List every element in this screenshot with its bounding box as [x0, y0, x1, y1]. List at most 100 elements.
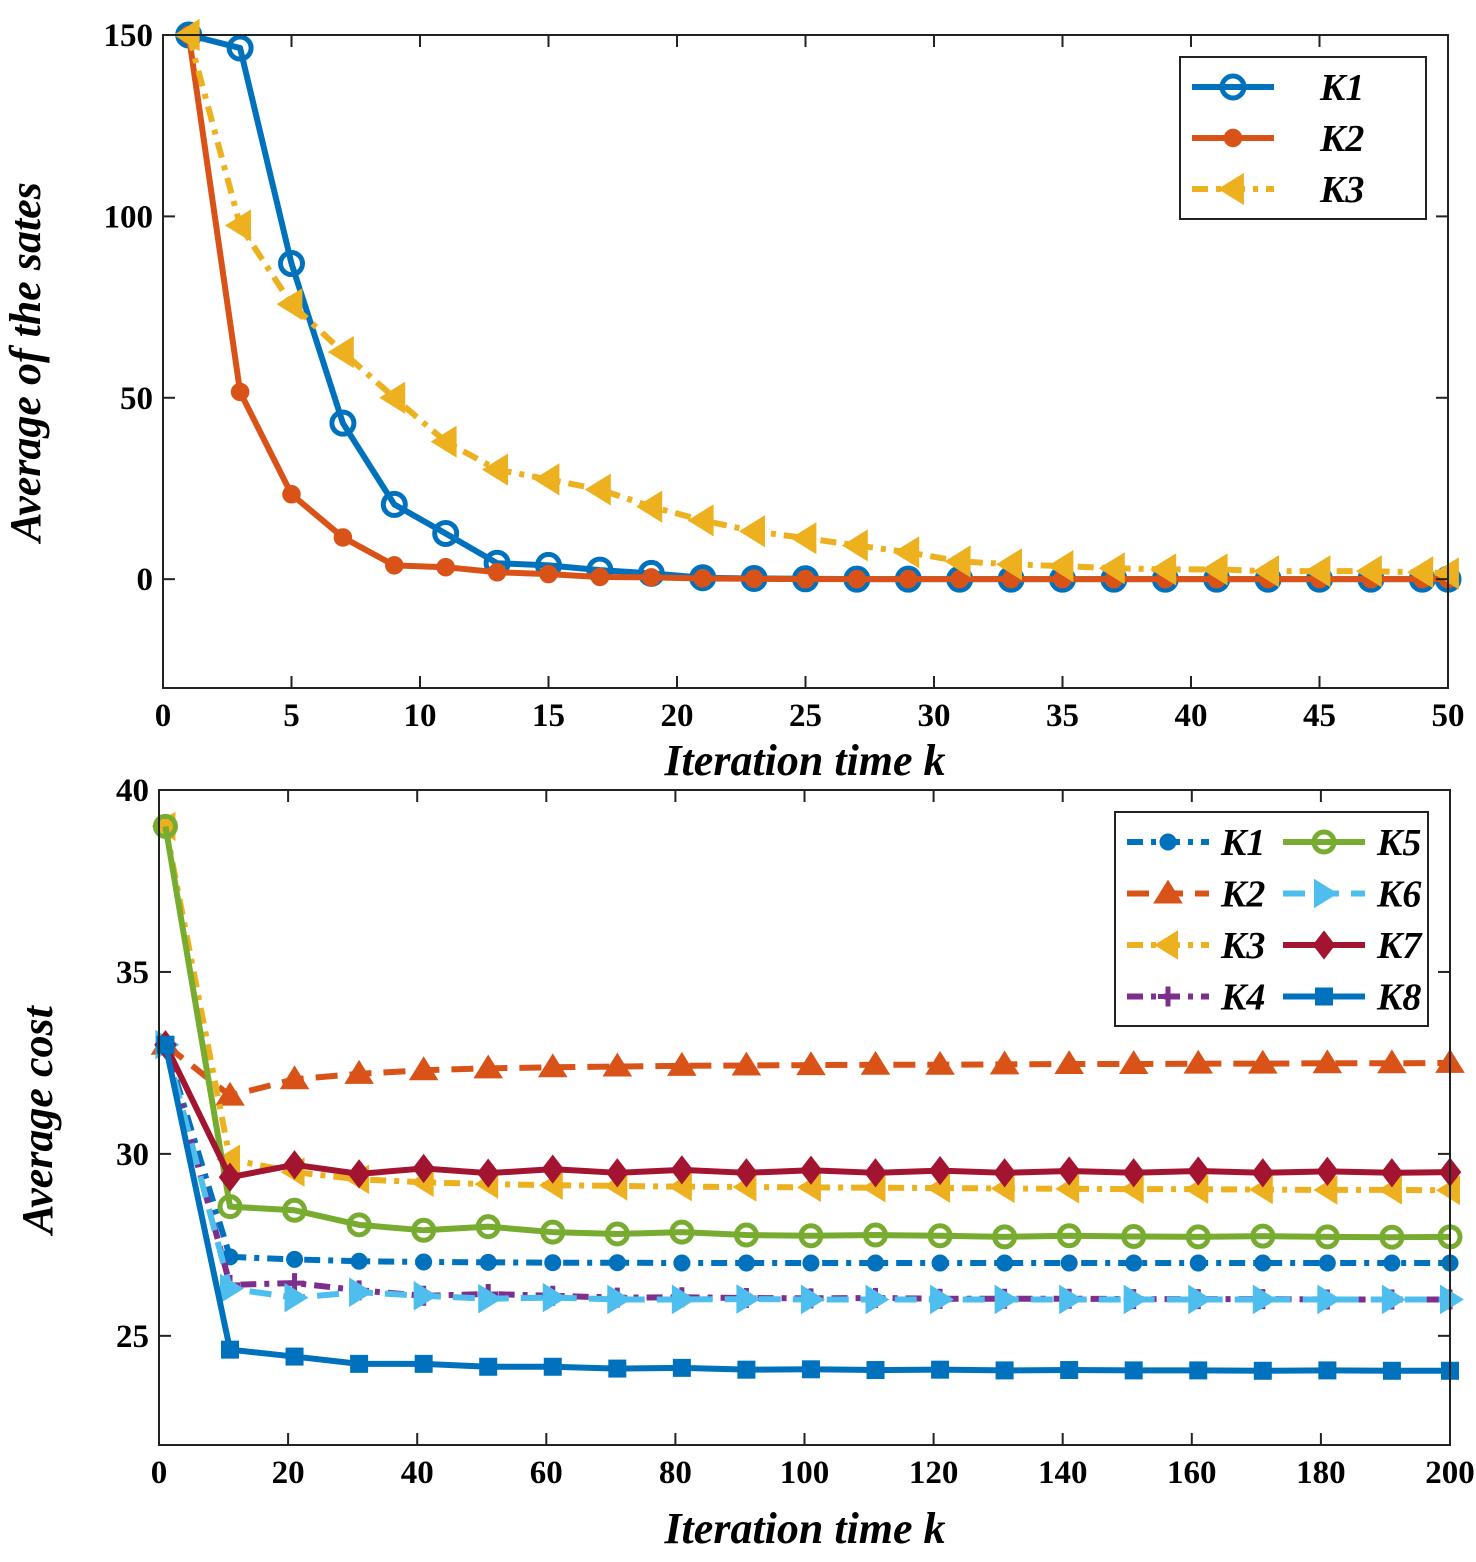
- data-point: [1316, 1156, 1339, 1186]
- data-point: [1060, 1254, 1078, 1272]
- legend-marker: [1217, 172, 1244, 206]
- legend-label: K1: [1319, 67, 1364, 109]
- data-point: [992, 1224, 1018, 1250]
- data-point: [539, 564, 558, 584]
- x-tick-label: 5: [283, 698, 300, 734]
- data-point: [1098, 552, 1125, 585]
- legend-label: K1: [1220, 822, 1265, 864]
- data-point: [1118, 1050, 1149, 1075]
- chart-0: 0 5 10 15 20 25 30 35 40 45 50 0 50 100 150 K1 K2 K3: [104, 18, 1465, 734]
- x-tick-label: 15: [532, 698, 565, 734]
- x-tick-label: 45: [1303, 698, 1336, 734]
- data-point: [800, 1284, 825, 1315]
- data-point: [1059, 1284, 1084, 1315]
- data-point: [866, 1361, 885, 1380]
- data-point: [1253, 1361, 1272, 1380]
- legend-marker: [1219, 73, 1247, 101]
- y-tick-label: 25: [116, 1319, 149, 1355]
- y-tick-label: 150: [104, 18, 154, 54]
- data-point: [347, 1159, 371, 1189]
- data-point: [1440, 1284, 1464, 1315]
- data-point: [226, 34, 254, 62]
- data-point: [156, 1035, 175, 1054]
- data-point: [796, 1051, 826, 1076]
- data-point: [286, 1250, 304, 1268]
- data-point: [415, 1253, 433, 1271]
- data-point: [1047, 550, 1074, 583]
- data-point: [1379, 1224, 1405, 1250]
- data-point: [860, 1050, 891, 1075]
- data-point: [636, 490, 663, 523]
- data-point: [863, 1222, 889, 1248]
- x-tick-label: 25: [789, 698, 822, 734]
- data-point: [1407, 556, 1434, 589]
- data-point: [584, 473, 611, 506]
- data-point: [995, 1361, 1014, 1380]
- data-point: [841, 529, 868, 562]
- legend-item-k7: K7: [1283, 925, 1423, 967]
- data-point: [802, 1254, 820, 1272]
- data-point: [865, 1284, 890, 1315]
- data-point: [282, 1197, 308, 1223]
- data-point: [996, 1254, 1014, 1272]
- legend-item-k6: K6: [1283, 874, 1421, 916]
- data-point: [1304, 555, 1331, 588]
- legend-label: K2: [1220, 874, 1265, 916]
- legend-item-k1: K1: [1192, 67, 1364, 109]
- data-point: [642, 568, 661, 587]
- legend-label: K6: [1376, 874, 1421, 916]
- legend-marker: [1314, 878, 1338, 909]
- y-axis-label-bottom: Average cost: [13, 1004, 62, 1236]
- data-point: [944, 545, 971, 578]
- data-point: [927, 1223, 953, 1249]
- data-point: [928, 1155, 952, 1186]
- data-point: [542, 1282, 567, 1313]
- x-tick-label: 10: [404, 698, 437, 734]
- data-point: [282, 485, 301, 504]
- data-point: [1188, 1284, 1213, 1315]
- data-point: [284, 1282, 309, 1313]
- data-point: [1125, 1254, 1143, 1272]
- data-point: [864, 1158, 887, 1188]
- data-point: [414, 1354, 433, 1373]
- data-point: [867, 1254, 885, 1272]
- legend-marker: [1311, 829, 1337, 855]
- data-point: [1377, 1049, 1407, 1074]
- legend-marker: [1315, 987, 1333, 1006]
- x-axis-label-top: Iteration time k: [663, 736, 945, 785]
- data-point: [1432, 557, 1459, 590]
- y-tick-label: 0: [137, 562, 154, 598]
- data-point: [993, 1158, 1016, 1188]
- data-point: [344, 1059, 374, 1084]
- legend-label: K2: [1319, 118, 1364, 160]
- legend-marker: [1312, 930, 1336, 960]
- data-point: [479, 1357, 498, 1376]
- data-point: [847, 569, 867, 589]
- x-tick-label: 20: [272, 1455, 305, 1491]
- data-point: [327, 335, 354, 369]
- data-point: [218, 1162, 242, 1192]
- data-point: [801, 1360, 820, 1379]
- x-tick-label: 160: [1167, 1455, 1217, 1491]
- data-point: [736, 1284, 761, 1314]
- data-point: [996, 548, 1022, 581]
- data-point: [432, 519, 460, 547]
- data-point: [1121, 1223, 1147, 1249]
- legend-label: K5: [1376, 822, 1421, 864]
- data-point: [1318, 1254, 1336, 1272]
- x-tick-label: 35: [1046, 698, 1079, 734]
- series-line: [185, 34, 1449, 577]
- data-point: [540, 1219, 566, 1245]
- data-point: [1318, 1361, 1337, 1380]
- y-axis-label-top: Average of the sates: [1, 182, 50, 545]
- data-point: [1252, 1284, 1277, 1315]
- data-point: [673, 1254, 691, 1272]
- data-point: [672, 1358, 691, 1377]
- data-point: [329, 409, 357, 437]
- data-point: [670, 1155, 694, 1185]
- data-point: [899, 569, 918, 589]
- data-point: [221, 1340, 240, 1359]
- data-point: [152, 813, 178, 839]
- data-point: [669, 1219, 695, 1245]
